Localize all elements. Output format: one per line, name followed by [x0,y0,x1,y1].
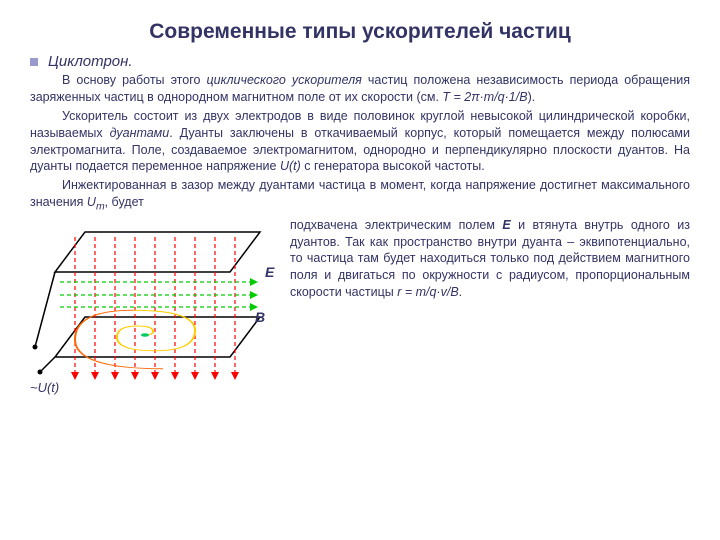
red-arrowheads [71,372,239,380]
p1b: циклического ускорителя [207,73,362,87]
label-E: E [265,264,275,280]
terminal-2 [38,369,43,374]
p3d: , будет [105,195,144,209]
paragraph-1: В основу работы этого циклического ускор… [30,72,690,106]
diagram-svg: E B ~U(t) [30,217,280,397]
p2d: U(t) [280,159,301,173]
p3b: U [87,195,96,209]
se: . [459,285,462,299]
content-row: E B ~U(t) подхвачена электрическим полем… [30,217,690,397]
wire-bottom [40,357,55,372]
side-paragraph: подхвачена электрическим полем Е и втяну… [290,217,690,301]
top-plate [55,232,260,272]
green-field-lines [60,282,255,307]
label-U: ~U(t) [30,380,59,395]
p1e: ). [528,90,536,104]
sa: подхвачена электрическим полем [290,218,502,232]
p3c: m [96,202,105,213]
p2b: дуантами [110,126,170,140]
subtitle: Циклотрон. [48,53,133,70]
subtitle-row: Циклотрон. [30,52,690,70]
p1a: В основу работы этого [62,73,207,87]
label-B: B [255,309,265,325]
cyclotron-diagram: E B ~U(t) [30,217,280,397]
bullet-icon [30,58,38,66]
page-title: Современные типы ускорителей частиц [30,20,690,44]
sd: r = m/q·v/B [397,285,458,299]
paragraph-3: Инжектированная в зазор между дуантами ч… [30,177,690,214]
p1d: T = 2π·m/q·1/B [442,90,527,104]
wire-top [35,272,55,347]
sb: Е [502,218,510,232]
green-arrowheads [250,278,258,311]
terminal-1 [33,344,38,349]
p2e: с генератора высокой частоты. [301,159,485,173]
paragraph-2: Ускоритель состоит из двух электродов в … [30,108,690,176]
